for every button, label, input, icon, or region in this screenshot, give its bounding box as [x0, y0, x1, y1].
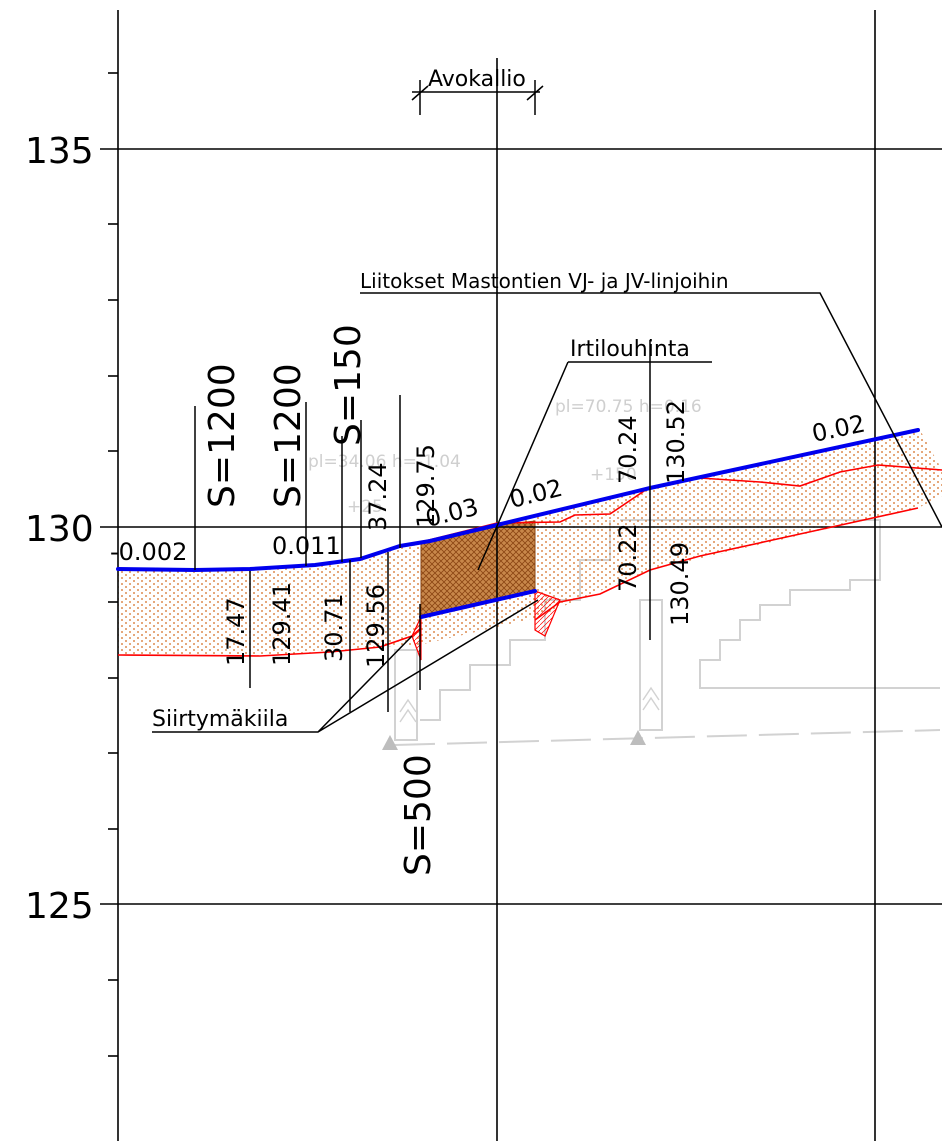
elevation-label-135: 135 — [25, 131, 94, 172]
ghost-note-3: +150 — [590, 465, 637, 485]
grade-line — [116, 428, 920, 619]
elevation-label-125: 125 — [25, 886, 94, 927]
station-label-4: 129.56 — [362, 584, 390, 668]
station-label-6: 129.75 — [412, 444, 440, 528]
station-label-8: 130.52 — [662, 400, 690, 484]
transition-wedge-2 — [534, 590, 561, 637]
ghost-note-4: +25 — [347, 497, 383, 517]
station-label-5: 37.24 — [364, 462, 392, 531]
slope-label-4: 0.02 — [507, 474, 566, 514]
curve-radius-label-4: S=500 — [398, 754, 439, 876]
liitokset-label: Liitokset Mastontien VJ- ja JV-linjoihin — [360, 269, 729, 293]
ghost-note-2: pl=34.06 h=-1.04 — [308, 452, 461, 472]
curve-radius-label-3: S=150 — [328, 324, 369, 446]
station-label-10: 130.49 — [666, 542, 694, 626]
transition-wedge-1 — [411, 616, 422, 661]
avokallio-label: Avokallio — [428, 67, 526, 92]
siirtymakiila-label: Siirtymäkiila — [152, 707, 288, 732]
curve-radius-label-1: S=1200 — [202, 363, 243, 508]
irtilouhinta-label: Irtilouhinta — [570, 337, 690, 362]
station-label-7: 70.24 — [614, 415, 642, 484]
annotation-leaders — [152, 80, 942, 733]
ghost-note-1: pl=70.75 h=0.16 — [555, 397, 702, 417]
grid — [100, 10, 942, 1141]
station-label-2: 129.41 — [268, 582, 296, 666]
station-label-3: 30.71 — [320, 593, 348, 662]
station-label-1: 17.47 — [222, 597, 250, 666]
station-label-9: 70.22 — [614, 523, 642, 592]
slope-label-2: 0.011 — [272, 532, 341, 560]
slope-label-1: -0.002 — [110, 538, 187, 566]
elevation-label-130: 130 — [25, 509, 94, 550]
curve-radius-label-2: S=1200 — [268, 363, 309, 508]
